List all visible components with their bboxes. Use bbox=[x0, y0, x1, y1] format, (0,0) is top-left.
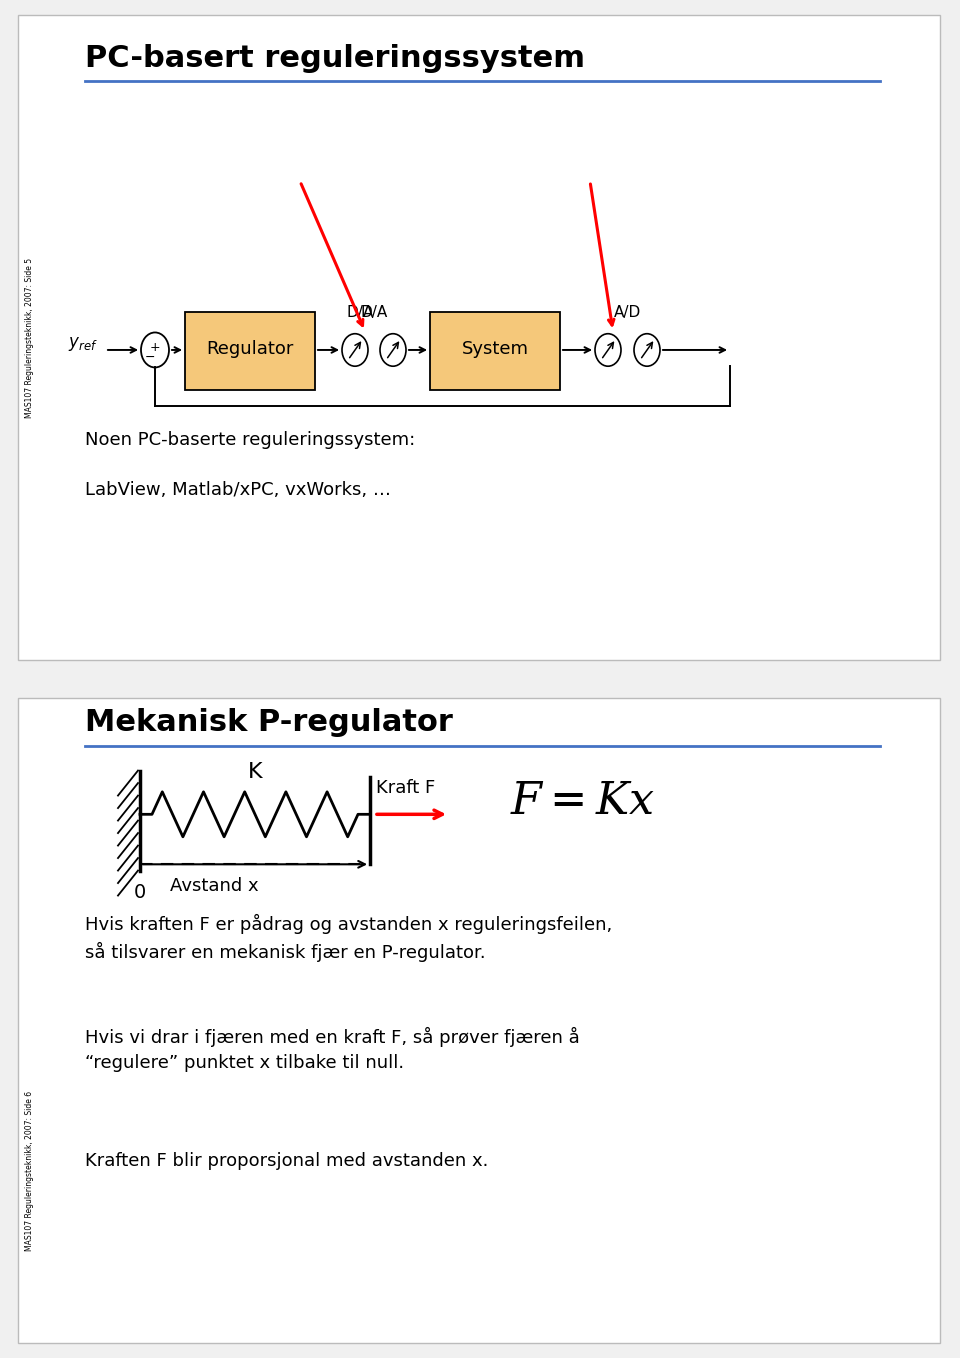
Text: A/D: A/D bbox=[613, 306, 641, 320]
Text: D/A: D/A bbox=[347, 306, 373, 320]
Text: D/A: D/A bbox=[360, 306, 388, 320]
Text: Kraft F: Kraft F bbox=[376, 778, 435, 797]
Text: MAS107 Reguleringsteknikk, 2007: Side 6: MAS107 Reguleringsteknikk, 2007: Side 6 bbox=[26, 1090, 35, 1251]
Text: $y_{ref}$: $y_{ref}$ bbox=[68, 334, 98, 353]
Text: System: System bbox=[462, 340, 529, 357]
Text: Hvis kraften F er pådrag og avstanden x reguleringsfeilen,
så tilsvarer en mekan: Hvis kraften F er pådrag og avstanden x … bbox=[85, 914, 612, 963]
Text: Noen PC-baserte reguleringssystem:: Noen PC-baserte reguleringssystem: bbox=[85, 432, 416, 449]
Text: K: K bbox=[248, 762, 262, 782]
Text: PC-basert reguleringssystem: PC-basert reguleringssystem bbox=[85, 43, 585, 73]
Circle shape bbox=[342, 334, 368, 367]
Text: Avstand x: Avstand x bbox=[170, 877, 258, 895]
Text: +: + bbox=[150, 341, 160, 354]
Text: Regulator: Regulator bbox=[206, 340, 294, 357]
Circle shape bbox=[634, 334, 660, 367]
Circle shape bbox=[141, 333, 169, 368]
Text: Hvis vi drar i fjæren med en kraft F, så prøver fjæren å
“regulere” punktet x ti: Hvis vi drar i fjæren med en kraft F, så… bbox=[85, 1027, 580, 1071]
Circle shape bbox=[380, 334, 406, 367]
Text: MAS107 Reguleringsteknikk, 2007: Side 5: MAS107 Reguleringsteknikk, 2007: Side 5 bbox=[26, 258, 35, 417]
Text: −: − bbox=[145, 350, 156, 364]
Bar bbox=[185, 312, 315, 390]
Bar bbox=[430, 312, 560, 390]
Text: Mekanisk P-regulator: Mekanisk P-regulator bbox=[85, 708, 453, 737]
Text: LabView, Matlab/xPC, vxWorks, …: LabView, Matlab/xPC, vxWorks, … bbox=[85, 481, 391, 500]
Text: $F = Kx$: $F = Kx$ bbox=[510, 781, 656, 823]
Circle shape bbox=[595, 334, 621, 367]
Text: Kraften F blir proporsjonal med avstanden x.: Kraften F blir proporsjonal med avstande… bbox=[85, 1152, 489, 1169]
Text: 0: 0 bbox=[133, 883, 146, 902]
